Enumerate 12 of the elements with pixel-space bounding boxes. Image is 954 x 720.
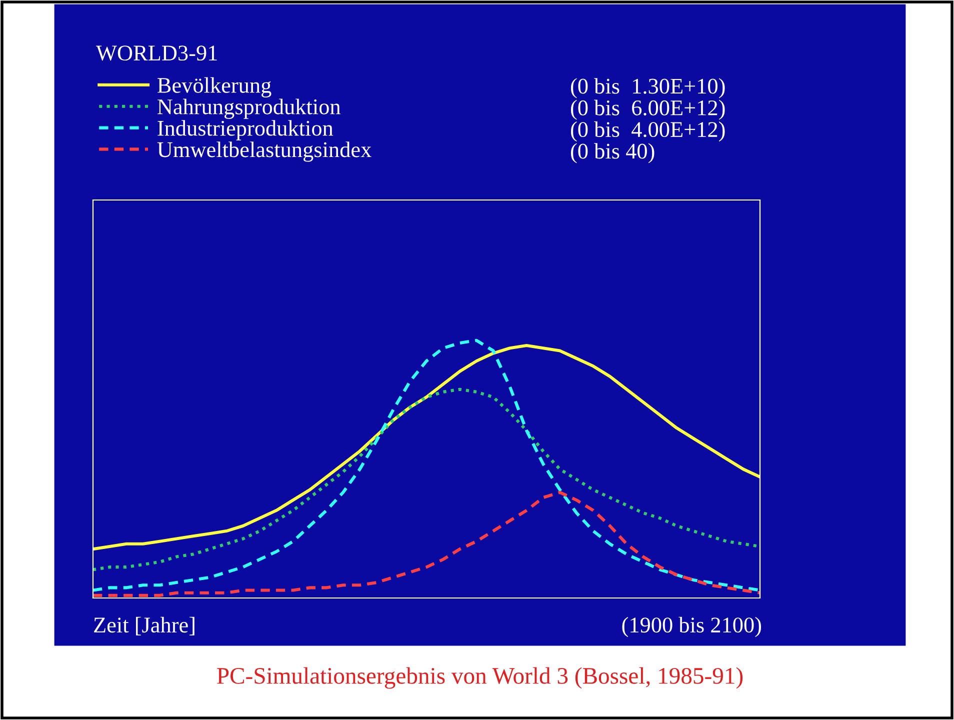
x-axis-title: Zeit [Jahre] xyxy=(94,616,194,636)
text: (1900 bis 2100) xyxy=(622,616,762,638)
text: (0 bis 4.00E+12) xyxy=(570,121,725,142)
legend-label: Umweltbelastungsindex xyxy=(157,142,372,162)
text: PC-Simulationsergebnis von World 3 (Bossel, 1985-91) xyxy=(217,667,743,689)
legend-label: Industrieproduktion xyxy=(158,120,334,140)
chart-title: WORLD3-91 xyxy=(96,46,217,61)
text: (0 bis 40) xyxy=(570,143,654,164)
legend-label: Nahrungsproduktion xyxy=(158,98,340,119)
text: (0 bis 6.00E+12) xyxy=(570,100,725,120)
legend-label: Bevölkerung xyxy=(158,77,272,98)
text: (0 bis 1.30E+10) xyxy=(570,78,725,98)
